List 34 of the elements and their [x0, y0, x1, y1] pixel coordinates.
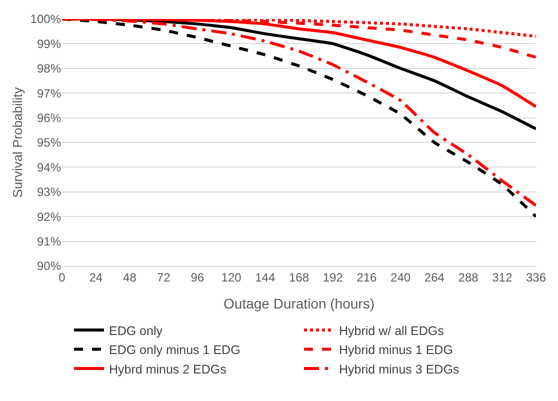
legend-label: EDG only minus 1 EDG — [109, 343, 240, 358]
x-tick-label: 216 — [356, 270, 378, 284]
x-tick-label: 96 — [190, 270, 204, 284]
x-tick-label: 240 — [390, 270, 411, 284]
legend-label: Hybrid minus 3 EDGs — [339, 362, 460, 376]
x-tick-label: 168 — [288, 270, 310, 284]
y-tick-label: 97% — [36, 86, 62, 100]
y-tick-label: 95% — [36, 136, 62, 150]
x-tick-label: 120 — [221, 270, 242, 284]
y-tick-label: 92% — [36, 210, 62, 224]
x-tick-label: 288 — [458, 270, 479, 284]
y-tick-label: 91% — [36, 234, 62, 248]
y-axis-title: Survival Probability — [10, 86, 26, 198]
x-tick-label: 264 — [424, 270, 445, 284]
x-tick-label: 144 — [255, 270, 276, 284]
x-tick-label: 192 — [322, 270, 344, 284]
y-tick-label: 90% — [36, 259, 62, 274]
x-axis-title: Outage Duration (hours) — [224, 296, 374, 312]
y-tick-label: 98% — [36, 62, 62, 76]
legend-label: Hybrid w/ all EDGs — [339, 324, 444, 338]
x-tick-label: 48 — [123, 270, 137, 284]
y-tick-label: 93% — [36, 185, 62, 200]
y-tick-label: 100% — [30, 12, 62, 26]
legend-label: Hybrd minus 2 EDGs — [109, 362, 226, 376]
x-tick-label: 24 — [89, 270, 103, 284]
y-tick-label: 99% — [36, 36, 62, 51]
legend-label: EDG only — [109, 324, 164, 338]
x-tick-label: 0 — [58, 270, 66, 284]
x-tick-label: 336 — [526, 270, 546, 284]
x-tick-label: 72 — [156, 270, 171, 284]
y-tick-label: 96% — [36, 111, 62, 125]
x-tick-label: 312 — [492, 270, 512, 284]
y-tick-label: 94% — [36, 160, 62, 174]
legend-label: Hybrid minus 1 EDG — [339, 343, 453, 358]
